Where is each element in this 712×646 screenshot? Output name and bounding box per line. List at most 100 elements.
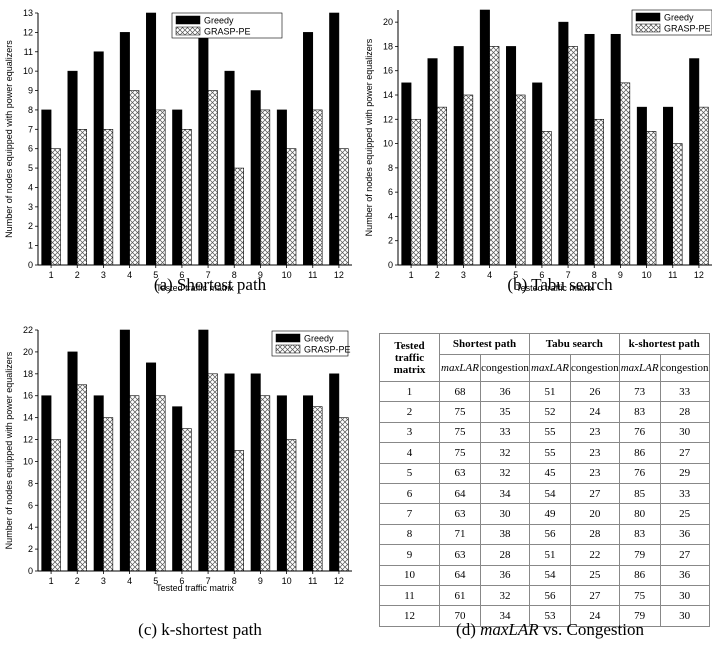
table-row: 11 61 32 56 27 75 30 [379, 584, 710, 607]
x-tick-label: 11 [308, 576, 317, 586]
table-row: 9 63 28 51 22 79 27 [379, 544, 710, 566]
bar-grasp-pe [50, 148, 61, 266]
y-tick-label: 2 [28, 221, 33, 231]
bar-greedy [224, 70, 235, 266]
table-row: 5 63 32 45 23 76 29 [379, 462, 710, 484]
bar-grasp-pe [207, 90, 218, 266]
table-row: 12 70 34 53 24 79 30 [379, 605, 710, 627]
bar-grasp-pe [155, 395, 166, 572]
bar-grasp-pe [103, 129, 114, 266]
x-tick-label: 7 [566, 270, 571, 280]
table-row-index: 7 [379, 503, 440, 525]
x-tick-label: 10 [642, 270, 652, 280]
table-cell: 63 [439, 503, 481, 525]
x-axis-label: Tested traffic matrix [156, 583, 234, 593]
y-tick-label: 4 [28, 522, 33, 532]
y-tick-label: 0 [28, 260, 33, 270]
table-cell: 75 [439, 401, 481, 423]
table-cell: 55 [529, 421, 571, 444]
bar-grasp-pe [129, 90, 140, 266]
table-cell: 22 [570, 544, 620, 566]
legend-swatch-greedy [175, 15, 201, 25]
table-cell: 61 [439, 584, 481, 607]
legend-label-grasp-pe: GRASP-PE [204, 27, 251, 37]
table-row: 1 68 36 51 26 73 33 [379, 380, 710, 403]
y-tick-label: 12 [383, 114, 393, 124]
x-tick-label: 6 [539, 270, 544, 280]
table-sub-congestion: congestion [570, 354, 620, 382]
table-cell: 63 [439, 462, 481, 484]
y-tick-label: 9 [28, 86, 33, 96]
table-maxlar-congestion: Tested traffic matrix Shortest path Tabu… [379, 333, 710, 627]
y-tick-label: 2 [28, 544, 33, 554]
x-tick-label: 10 [282, 270, 292, 280]
legend-label-grasp-pe: GRASP-PE [664, 24, 711, 34]
y-tick-label: 20 [23, 347, 33, 357]
y-tick-label: 1 [28, 241, 33, 251]
legend-label-greedy: Greedy [304, 334, 334, 344]
table-cell: 36 [480, 380, 530, 403]
x-tick-label: 4 [127, 576, 132, 586]
bar-greedy [401, 82, 412, 266]
bar-greedy [558, 21, 569, 266]
legend-swatch-grasp-pe [175, 26, 201, 36]
y-tick-label: 16 [383, 66, 393, 76]
table-row-index: 1 [379, 380, 440, 403]
bar-grasp-pe [338, 417, 349, 572]
legend-label-grasp-pe: GRASP-PE [304, 345, 351, 355]
x-tick-label: 11 [308, 270, 317, 280]
bar-greedy [146, 12, 157, 266]
table-cell: 23 [570, 421, 620, 444]
table-cell: 30 [480, 503, 530, 525]
table-cell: 80 [618, 503, 661, 525]
table-cell: 85 [618, 482, 661, 505]
table-cell: 51 [529, 544, 571, 566]
table-header-shortest-path: Shortest path [439, 333, 530, 355]
table-cell: 34 [480, 605, 530, 627]
bar-greedy [67, 70, 78, 266]
table-cell: 30 [659, 421, 710, 444]
bar-greedy [453, 46, 464, 266]
bar-grasp-pe [436, 106, 447, 266]
y-tick-label: 4 [28, 182, 33, 192]
caption-c: (c) k-shortest path [138, 620, 262, 639]
table-header-tabu-search: Tabu search [529, 333, 620, 355]
caption-d: (d) maxLAR vs. Congestion [440, 620, 660, 640]
table-row: 7 63 30 49 20 80 25 [379, 503, 710, 525]
table-cell: 51 [529, 380, 571, 403]
table-row-index: 4 [379, 442, 440, 464]
table-cell: 55 [529, 442, 571, 464]
bar-greedy [329, 12, 340, 266]
bar-grasp-pe [155, 109, 166, 266]
bar-greedy [329, 373, 340, 572]
table-row-index: 9 [379, 544, 440, 566]
y-tick-label: 12 [23, 435, 33, 445]
x-tick-label: 10 [282, 576, 292, 586]
table-cell: 56 [529, 584, 571, 607]
x-tick-label: 8 [232, 270, 237, 280]
bar-greedy [636, 106, 647, 266]
table-sub-maxlar: maxLAR [529, 354, 571, 382]
table-cell: 76 [618, 421, 661, 444]
y-tick-label: 16 [23, 391, 33, 401]
bar-greedy [250, 373, 261, 572]
table-cell: 30 [659, 605, 710, 627]
table-body: 1 68 36 51 26 73 33 2 75 35 52 24 83 28 3 75 33 55 23 76 30 4… [379, 380, 710, 627]
y-tick-label: 2 [388, 236, 393, 246]
x-tick-label: 8 [592, 270, 597, 280]
table-cell: 33 [480, 421, 530, 444]
table-row: 2 75 35 52 24 83 28 [379, 401, 710, 423]
bar-grasp-pe [260, 109, 271, 266]
y-tick-label: 7 [28, 124, 33, 134]
bar-greedy [41, 109, 52, 266]
y-tick-label: 10 [23, 66, 33, 76]
y-tick-label: 10 [383, 139, 393, 149]
y-tick-label: 6 [28, 144, 33, 154]
x-tick-label: 3 [101, 576, 106, 586]
bar-grasp-pe [286, 439, 297, 572]
bar-grasp-pe [76, 129, 87, 266]
y-tick-label: 18 [23, 369, 33, 379]
table-cell: 32 [480, 442, 530, 464]
